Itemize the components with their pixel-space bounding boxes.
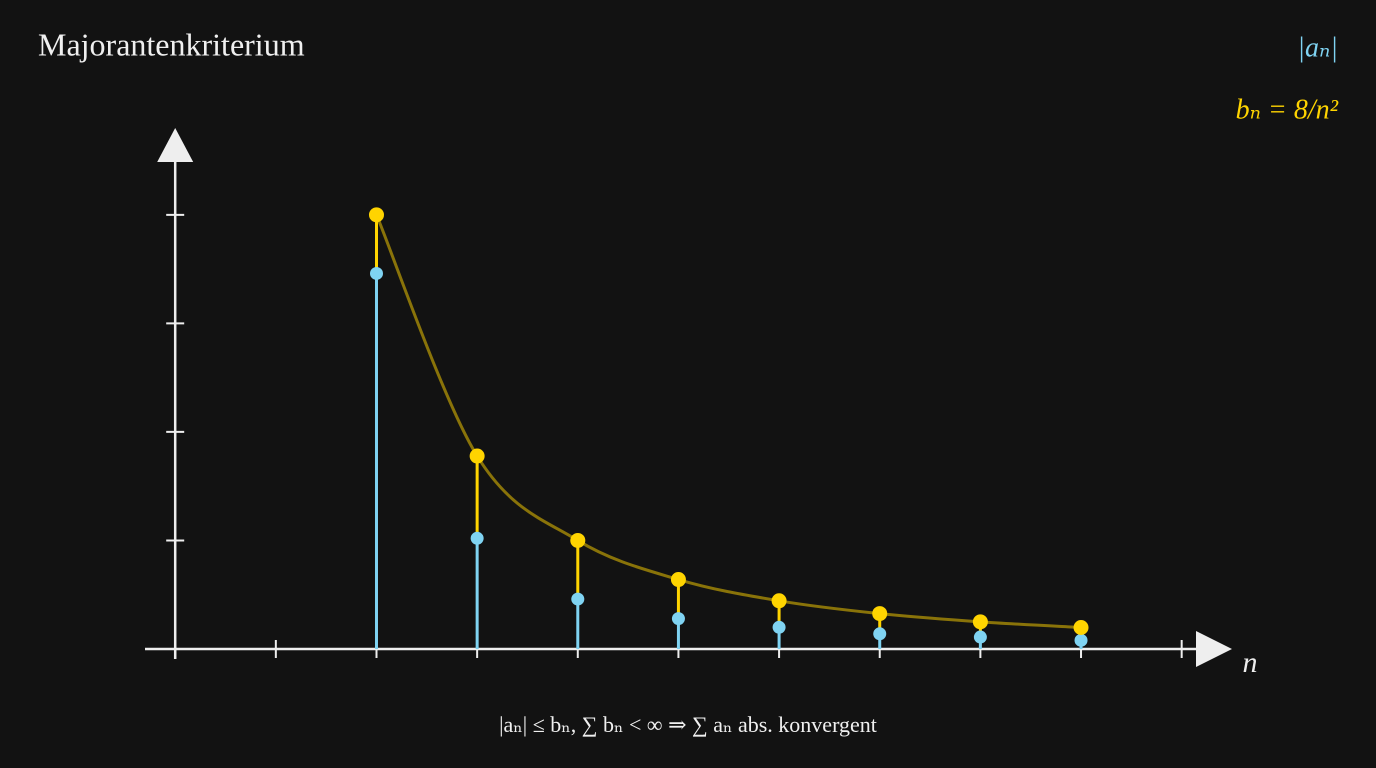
y-axis-arrow [157, 128, 194, 162]
a-dot [571, 592, 585, 606]
a-dot [973, 630, 987, 644]
formula: |aₙ| ≤ bₙ, ∑ bₙ < ∞ ⇒ ∑ aₙ abs. konverge… [499, 712, 877, 737]
b-curve [375, 214, 1082, 630]
a-dot [470, 531, 484, 545]
b-dot [670, 572, 686, 588]
b-dot [570, 532, 586, 548]
x-axis-label: n [1243, 646, 1258, 679]
x-axis-arrow [1196, 631, 1232, 667]
a-dot [1074, 633, 1088, 647]
b-dot [1073, 620, 1089, 636]
a-dot [671, 612, 685, 626]
a-dot [369, 266, 383, 280]
legend-entry: bₙ = 8/n² [1236, 94, 1339, 125]
chart-title: Majorantenkriterium [38, 26, 305, 62]
b-dot [872, 606, 888, 622]
b-dot [771, 593, 787, 609]
b-dot [368, 207, 384, 223]
b-dot [469, 448, 485, 464]
b-dot [972, 614, 988, 630]
a-dot [772, 620, 786, 634]
legend-entry: |aₙ| [1297, 32, 1338, 63]
a-dot [873, 627, 887, 641]
